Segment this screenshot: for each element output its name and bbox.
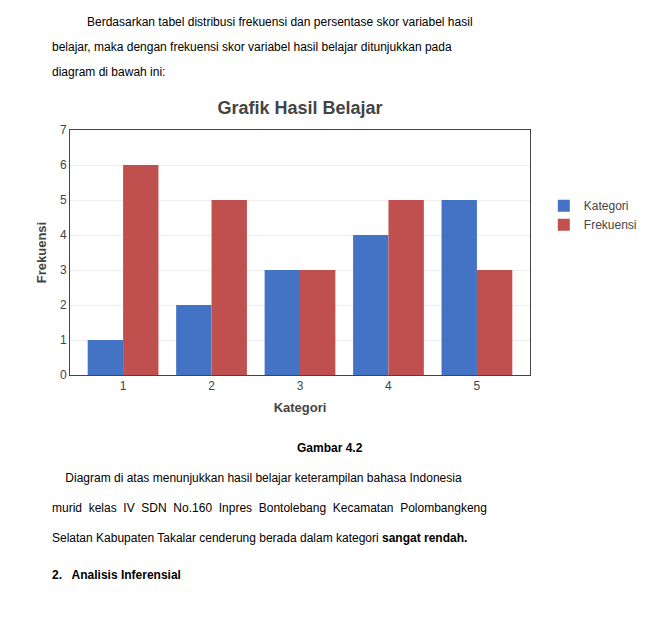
- svg-text:diagram di bawah ini:: diagram di bawah ini:: [52, 65, 165, 79]
- svg-text:2: 2: [208, 379, 215, 393]
- svg-text:4: 4: [385, 379, 392, 393]
- svg-text:Selatan Kabupaten Takalar cend: Selatan Kabupaten Takalar cenderung bera…: [52, 531, 467, 545]
- svg-text:1: 1: [120, 379, 127, 393]
- svg-text:5: 5: [60, 193, 67, 207]
- svg-text:2. Analisis Inferensial: 2. Analisis Inferensial: [52, 568, 181, 582]
- svg-text:0: 0: [60, 368, 67, 382]
- svg-text:7: 7: [60, 123, 67, 137]
- svg-text:Berdasarkan tabel distribusi f: Berdasarkan tabel distribusi frekuensi d…: [87, 15, 473, 29]
- svg-text:Kategori: Kategori: [274, 400, 327, 415]
- svg-text:Gambar 4.2: Gambar 4.2: [297, 441, 363, 455]
- svg-text:Frekuensi: Frekuensi: [584, 218, 637, 232]
- svg-text:Frekuensi: Frekuensi: [34, 222, 49, 283]
- svg-text:1: 1: [60, 333, 67, 347]
- svg-text:6: 6: [60, 158, 67, 172]
- svg-text:Grafik Hasil Belajar: Grafik Hasil Belajar: [217, 98, 382, 118]
- svg-text:murid kelas IV SDN No.160: murid kelas IV SDN No.160 Inpres Bontole…: [52, 501, 487, 515]
- svg-text:2: 2: [60, 298, 67, 312]
- svg-text:5: 5: [474, 379, 481, 393]
- svg-text:4: 4: [60, 228, 67, 242]
- svg-text:Kategori: Kategori: [584, 199, 629, 213]
- svg-text:3: 3: [60, 263, 67, 277]
- svg-text:belajar, maka dengan frekuensi: belajar, maka dengan frekuensi skor vari…: [52, 40, 452, 54]
- svg-text:Diagram di atas menunjukkan ha: Diagram di atas menunjukkan hasil belaja…: [52, 471, 462, 485]
- svg-text:3: 3: [297, 379, 304, 393]
